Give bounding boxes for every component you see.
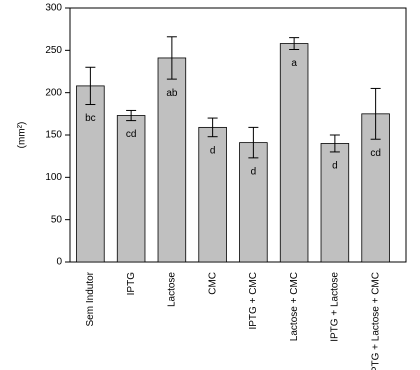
significance-letter: d xyxy=(210,145,216,156)
bar xyxy=(157,57,187,263)
x-tick-label: IPTG + CMC xyxy=(248,272,259,330)
y-tick-label: 200 xyxy=(45,87,62,98)
x-tick-label: Lactose xyxy=(167,272,178,307)
y-tick-label: 50 xyxy=(51,214,63,225)
error-bar xyxy=(166,36,177,80)
y-tick-label: 300 xyxy=(45,3,62,14)
significance-letter: cd xyxy=(126,129,137,140)
bar xyxy=(320,143,350,263)
error-bar xyxy=(289,37,300,50)
error-bar xyxy=(329,134,340,153)
x-tick-label: IPTG + Lactose xyxy=(330,272,341,342)
bar xyxy=(279,43,309,263)
y-axis-label: (mm²) xyxy=(17,122,28,149)
y-tick-label: 250 xyxy=(45,45,62,56)
significance-letter: ab xyxy=(166,88,178,99)
significance-letter: cd xyxy=(370,148,381,159)
bar xyxy=(198,126,227,263)
error-bar xyxy=(207,117,218,138)
y-tick-label: 100 xyxy=(45,172,62,183)
y-tick-label: 0 xyxy=(56,257,62,268)
significance-letter: d xyxy=(251,167,257,178)
error-bar xyxy=(126,109,137,122)
bar xyxy=(239,142,268,263)
bar xyxy=(116,115,146,263)
x-tick-label: IPTG + Lactose + CMC xyxy=(370,272,381,370)
significance-letter: d xyxy=(332,161,338,172)
x-tick-label: IPTG xyxy=(126,272,137,296)
significance-letter: a xyxy=(291,58,297,69)
bar xyxy=(76,85,105,263)
x-tick-label: CMC xyxy=(207,272,218,295)
significance-letter: bc xyxy=(85,113,96,124)
error-bar xyxy=(248,126,259,159)
y-tick-label: 150 xyxy=(45,130,62,141)
error-bar xyxy=(370,87,381,140)
x-tick-label: Lactose + CMC xyxy=(289,272,300,341)
error-bar xyxy=(85,66,96,106)
x-tick-label: Sem Indutor xyxy=(85,271,96,326)
